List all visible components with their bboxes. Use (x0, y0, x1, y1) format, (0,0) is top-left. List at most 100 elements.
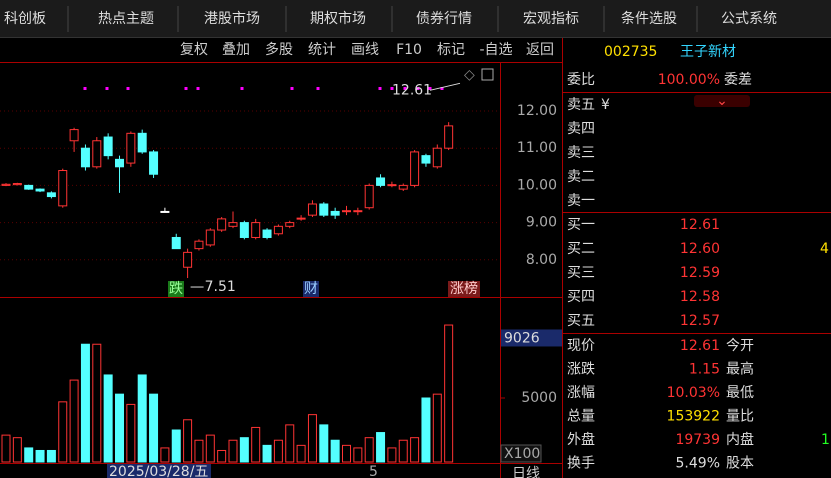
candle-body (183, 251, 193, 268)
label: 委比 (567, 72, 595, 88)
volume-bar (330, 439, 340, 463)
volume-bar (421, 397, 431, 463)
candle-body (35, 188, 45, 192)
candle-body (115, 158, 124, 168)
signal-dot (126, 87, 130, 90)
candle-body (387, 184, 397, 187)
high-arrow (429, 82, 461, 91)
candle-body (251, 222, 261, 238)
toolbar-button[interactable]: F10 (396, 42, 422, 58)
menu-item[interactable]: 期权市场 (310, 10, 366, 27)
signal-dot (440, 87, 444, 90)
menu-item[interactable]: 港股市场 (204, 10, 260, 27)
signal-dot (83, 87, 87, 90)
signal-dot (105, 87, 109, 90)
candle-body (262, 229, 272, 238)
volume-bar (342, 444, 351, 463)
volume-bar (149, 393, 159, 463)
stock-code: 002735 (604, 44, 657, 60)
volume-bar (228, 439, 238, 463)
y-tick-label: 12.00 (517, 103, 557, 119)
volume-bar (432, 393, 442, 463)
stat-value: 10.03% (667, 385, 720, 401)
volume-bar (171, 429, 181, 463)
candle-body (285, 222, 295, 227)
candle-body (342, 210, 351, 213)
volume-bar (92, 343, 102, 463)
volume-bar (376, 432, 386, 463)
event-marker[interactable] (448, 281, 480, 297)
candle-body (330, 210, 340, 216)
volume-bar (262, 444, 272, 463)
volume-bar (364, 437, 374, 463)
volume-bar (217, 449, 227, 463)
volume-bar (137, 374, 147, 463)
stat-label: 股本 (726, 456, 754, 472)
stat-label: 换手 (567, 455, 595, 472)
y-tick-label: 10.00 (517, 177, 557, 193)
menu-item[interactable]: 热点主题 (98, 11, 154, 27)
vol-max-box (501, 329, 562, 347)
volume-bar (285, 424, 295, 463)
menu-item[interactable]: 宏观指标 (523, 11, 579, 27)
candle-body (58, 170, 68, 207)
period-label[interactable]: 日线 (512, 466, 540, 478)
y-tick-label: 8.00 (526, 252, 557, 268)
candle-body (296, 217, 306, 220)
toolbar-button[interactable]: 统计 (308, 42, 336, 58)
toolbar-button[interactable]: 叠加 (222, 42, 250, 58)
candle-body (103, 136, 113, 157)
menu-item[interactable]: 债券行情 (416, 11, 472, 27)
value: 100.00% (658, 72, 720, 88)
dropdown-icon: ⌄ (716, 93, 728, 109)
candle-body (194, 240, 204, 250)
stat-label: 今开 (726, 338, 754, 354)
event-marker[interactable] (168, 281, 184, 297)
menu-bar (0, 0, 831, 37)
volume-bar (205, 434, 215, 463)
y-tick-label: 9.00 (526, 215, 557, 231)
stat-label: 涨幅 (567, 385, 595, 401)
volume-bar (398, 439, 408, 463)
candle-body (307, 203, 317, 216)
event-marker[interactable] (303, 281, 319, 297)
currency: ¥ (601, 97, 610, 113)
signal-dot (416, 87, 420, 90)
volume-bar (58, 401, 68, 463)
toolbar-button[interactable]: 复权 (180, 41, 208, 58)
toolbar-button[interactable]: 返回 (526, 42, 554, 58)
menu-item[interactable]: 条件选股 (621, 10, 677, 27)
stat-label: 涨跌 (567, 362, 595, 378)
stat-label: 外盘 (567, 431, 595, 448)
volume-bar (126, 403, 136, 463)
toolbar-button[interactable]: 多股 (265, 41, 293, 58)
label: 委差 (724, 72, 752, 88)
signal-dot (196, 87, 200, 90)
vol-tick-label: 5000 (521, 390, 557, 406)
toolbar-button[interactable]: 画线 (351, 42, 379, 58)
dropdown[interactable] (694, 95, 750, 107)
volume-bar (239, 437, 249, 463)
volume-bar (296, 444, 306, 463)
candle-body (217, 218, 227, 231)
candle-body (69, 129, 79, 142)
volume-bar (24, 447, 34, 463)
signal-dot (290, 87, 294, 90)
candle-body (12, 183, 22, 186)
menu-item[interactable]: 科创板 (4, 11, 46, 27)
candle-body (376, 177, 386, 186)
ask-label: 卖四 (567, 121, 595, 137)
x-tick-label: 5 (369, 464, 378, 478)
candle-body (398, 184, 408, 190)
signal-dot (316, 87, 320, 90)
candle-body (444, 125, 454, 149)
icon[interactable] (481, 68, 494, 81)
stat-value: 5.49% (676, 456, 720, 472)
toolbar-button[interactable]: -自选 (479, 42, 512, 58)
candle-body (171, 236, 181, 250)
menu-item[interactable]: 公式系统 (721, 11, 777, 27)
toolbar-button[interactable]: 标记 (437, 42, 465, 58)
volume-bar (103, 374, 113, 463)
stat-value: 12.61 (680, 338, 720, 354)
volume-bar (115, 393, 124, 463)
